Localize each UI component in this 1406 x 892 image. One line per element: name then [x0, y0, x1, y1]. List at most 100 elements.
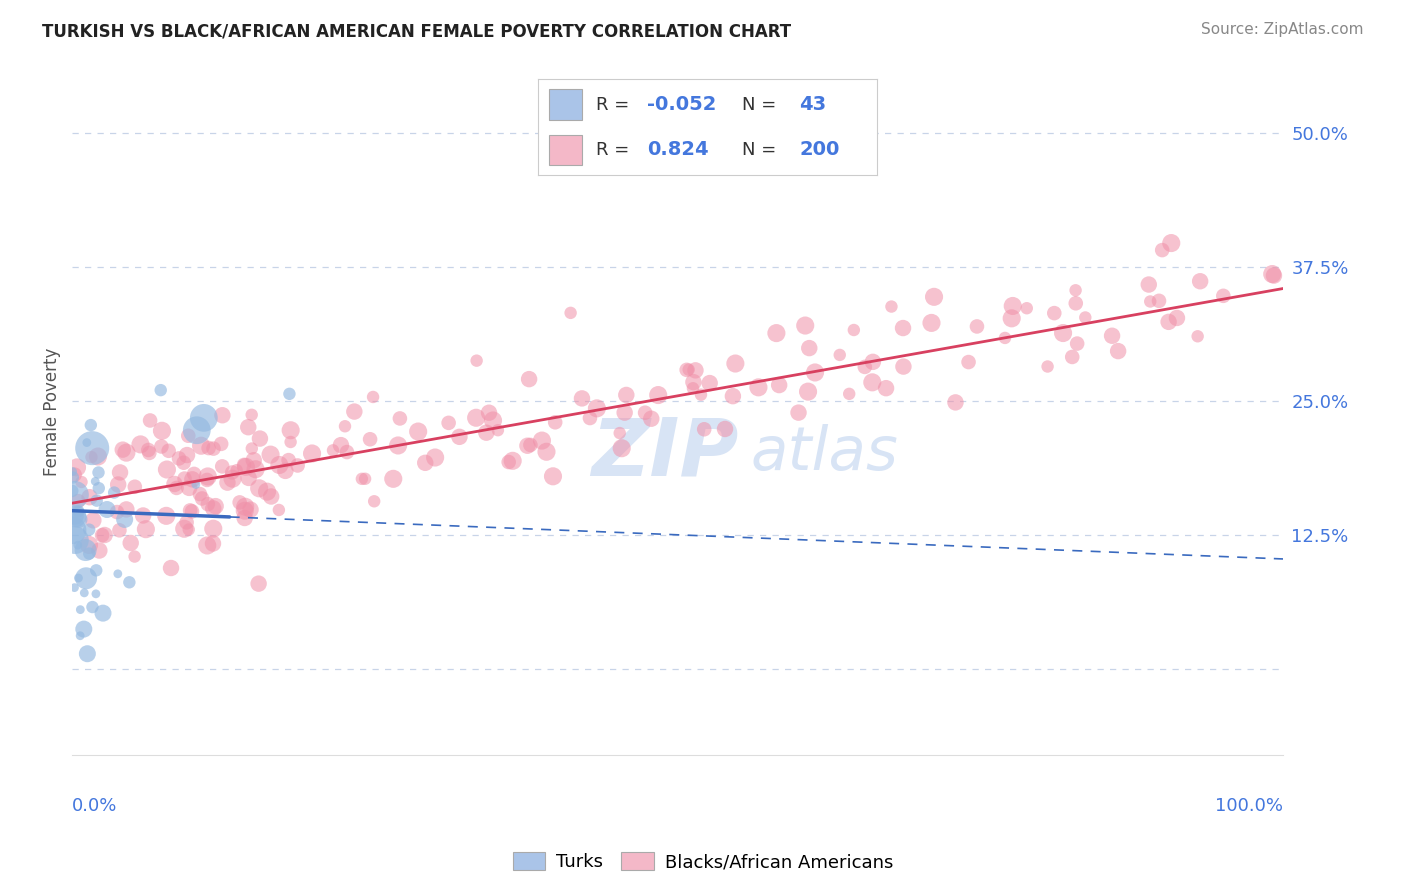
Point	[519, 438, 541, 452]
Point	[1064, 283, 1087, 297]
Point	[84, 563, 107, 577]
Point	[1101, 328, 1123, 343]
Point	[842, 323, 865, 337]
Point	[685, 363, 707, 377]
Point	[65, 509, 87, 524]
Text: Source: ZipAtlas.com: Source: ZipAtlas.com	[1201, 22, 1364, 37]
Point	[765, 326, 787, 340]
Point	[150, 424, 173, 438]
Point	[89, 543, 111, 558]
Text: ZIP: ZIP	[591, 414, 738, 492]
Point	[66, 460, 89, 475]
Point	[361, 390, 384, 404]
Point	[91, 528, 114, 542]
Point	[363, 494, 385, 508]
Point	[287, 458, 309, 473]
Point	[1043, 306, 1066, 320]
Point	[75, 543, 97, 558]
Point	[114, 512, 136, 526]
Point	[173, 456, 195, 470]
Point	[118, 575, 141, 590]
Point	[247, 576, 270, 591]
Point	[163, 477, 186, 491]
Point	[1064, 296, 1087, 310]
Point	[1052, 326, 1074, 340]
Point	[1001, 311, 1024, 326]
Point	[115, 445, 138, 459]
Point	[541, 469, 564, 483]
Point	[139, 413, 162, 427]
Point	[1187, 329, 1209, 343]
Point	[238, 420, 260, 434]
Point	[221, 466, 243, 480]
Point	[388, 411, 411, 425]
Point	[82, 513, 104, 527]
Point	[233, 511, 256, 525]
Point	[188, 487, 211, 501]
Point	[640, 411, 662, 425]
Point	[63, 488, 86, 502]
Point	[179, 503, 201, 517]
Point	[179, 481, 201, 495]
Text: TURKISH VS BLACK/AFRICAN AMERICAN FEMALE POVERTY CORRELATION CHART: TURKISH VS BLACK/AFRICAN AMERICAN FEMALE…	[42, 22, 792, 40]
Point	[966, 319, 988, 334]
Point	[79, 490, 101, 504]
Point	[1147, 293, 1170, 308]
Legend: Turks, Blacks/African Americans: Turks, Blacks/African Americans	[506, 845, 900, 879]
Point	[67, 504, 90, 518]
Point	[195, 473, 218, 487]
Point	[235, 459, 257, 474]
Point	[280, 435, 302, 450]
Point	[322, 443, 344, 458]
Point	[63, 581, 86, 595]
Point	[329, 438, 352, 452]
Point	[1107, 344, 1129, 359]
Point	[678, 362, 700, 376]
Point	[66, 538, 89, 552]
Point	[209, 437, 232, 451]
Point	[103, 485, 125, 500]
Point	[747, 380, 769, 394]
Point	[240, 442, 263, 456]
Point	[197, 469, 219, 483]
Point	[274, 464, 297, 478]
Point	[82, 600, 104, 615]
Point	[91, 606, 114, 620]
Point	[124, 480, 146, 494]
Point	[699, 376, 721, 390]
Point	[536, 444, 558, 458]
Point	[65, 509, 87, 524]
Point	[853, 359, 876, 374]
Point	[197, 497, 219, 511]
Point	[176, 516, 198, 530]
Point	[197, 441, 219, 455]
Point	[242, 453, 264, 467]
Point	[202, 442, 225, 456]
Point	[84, 587, 107, 601]
Point	[530, 434, 553, 448]
Point	[108, 524, 131, 538]
Point	[1066, 336, 1088, 351]
Point	[610, 442, 633, 456]
Point	[160, 561, 183, 575]
Point	[63, 533, 86, 547]
Point	[1152, 243, 1174, 257]
Point	[269, 458, 291, 472]
Point	[682, 375, 704, 389]
Point	[211, 459, 233, 474]
Point	[202, 522, 225, 536]
Text: atlas: atlas	[751, 424, 898, 483]
Point	[862, 355, 884, 369]
Point	[1261, 267, 1284, 281]
Point	[149, 383, 172, 397]
Point	[922, 290, 945, 304]
Point	[382, 472, 405, 486]
Point	[891, 321, 914, 335]
Point	[1160, 236, 1182, 251]
Point	[478, 406, 501, 420]
Point	[76, 647, 98, 661]
Point	[67, 571, 90, 585]
Point	[87, 466, 110, 480]
Point	[150, 440, 173, 454]
Point	[190, 439, 212, 453]
